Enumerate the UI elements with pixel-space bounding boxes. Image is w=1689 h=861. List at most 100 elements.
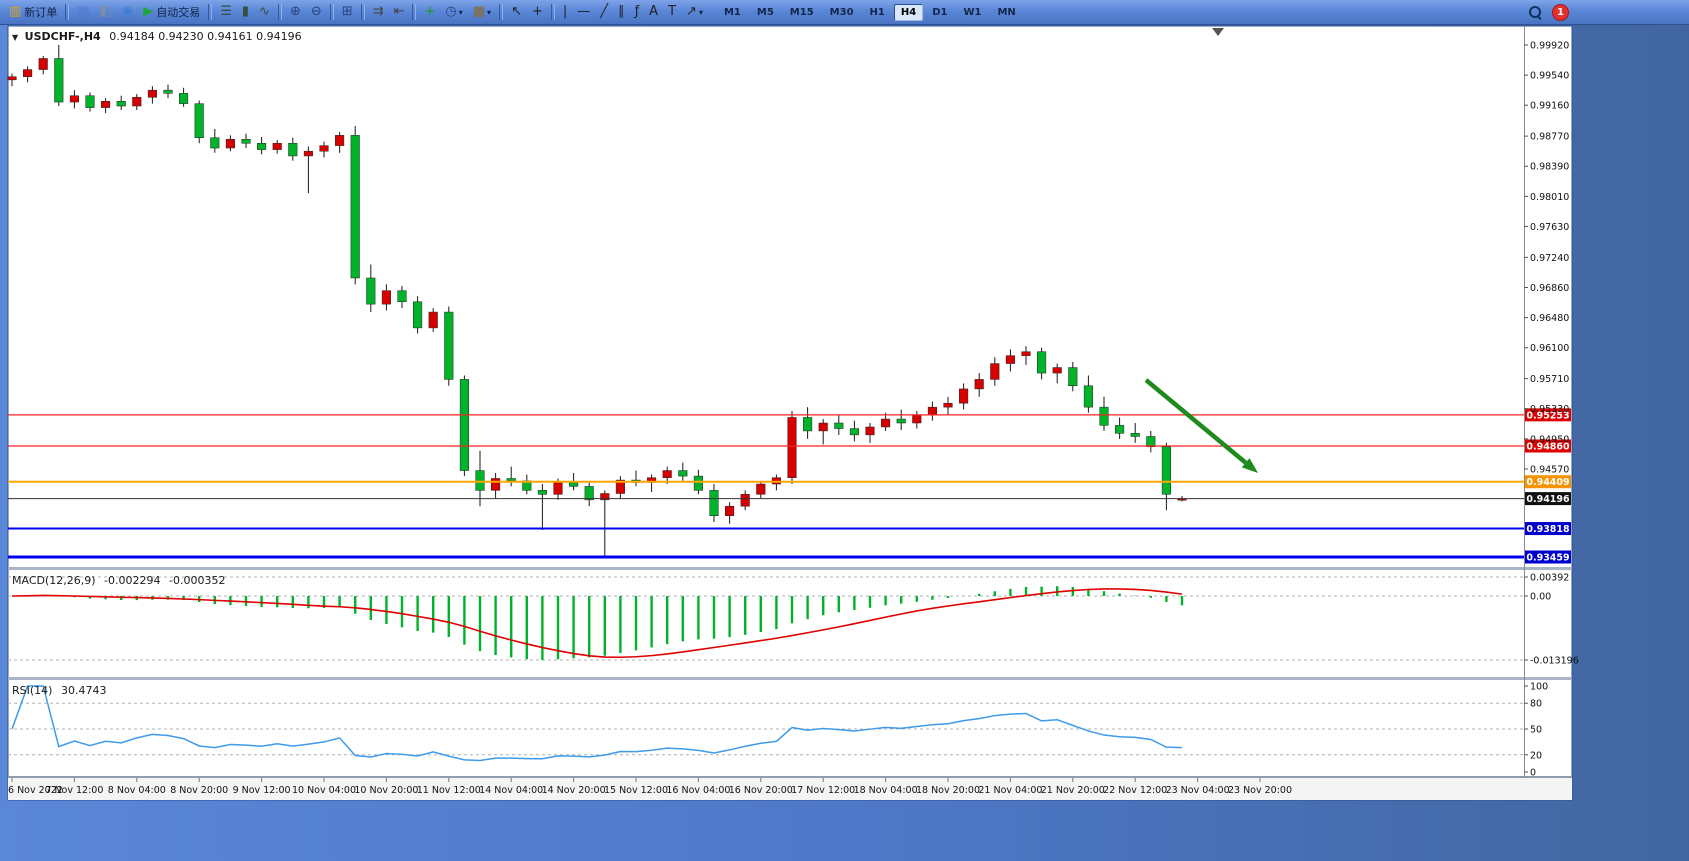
timeframe-h1[interactable]: H1 xyxy=(869,6,885,18)
timeframe-m15[interactable]: M15 xyxy=(789,6,814,18)
chart-menu-icon[interactable]: ▼ xyxy=(12,33,19,42)
timeframe-m1[interactable]: M1 xyxy=(723,6,741,18)
market-watch-button[interactable]: ▤ xyxy=(73,1,93,23)
panel-splitter[interactable] xyxy=(8,677,1572,680)
candle xyxy=(38,58,48,70)
time-axis-label: 9 Nov 12:00 xyxy=(233,785,291,796)
time-axis-label: 21 Nov 20:00 xyxy=(1041,785,1105,796)
zoom-in-icon: ⊕ xyxy=(289,4,301,19)
price-scale-label: 0.96480 xyxy=(1530,313,1569,324)
data-window-button[interactable]: ◧ xyxy=(96,1,116,23)
candle xyxy=(397,290,407,303)
text-button[interactable]: A xyxy=(645,1,662,23)
toolbar-right: 1 xyxy=(1529,3,1569,21)
auto-scroll-button[interactable]: ⇉ xyxy=(369,1,388,23)
timeframe-m30[interactable]: M30 xyxy=(829,6,854,18)
candle xyxy=(147,89,157,98)
time-axis-label: 18 Nov 04:00 xyxy=(854,785,918,796)
candle xyxy=(1099,406,1109,426)
bar-chart-button[interactable]: ☰ xyxy=(216,1,236,23)
time-axis-label: 7 Nov 12:00 xyxy=(45,785,103,796)
candle xyxy=(849,428,859,436)
timeframe-m5[interactable]: M5 xyxy=(756,6,774,18)
candle xyxy=(179,93,189,104)
indicators-button[interactable]: + xyxy=(420,1,439,23)
candle xyxy=(1115,425,1125,434)
price-scale-label: 0.96100 xyxy=(1530,343,1569,354)
crosshair-button[interactable]: + xyxy=(528,1,547,23)
chart-shift-button[interactable]: ⇤ xyxy=(390,1,409,23)
candle xyxy=(927,406,937,416)
price-scale-label: 0.95330 xyxy=(1530,404,1569,415)
templates-button[interactable]: ▦ ▾ xyxy=(469,1,495,23)
candle xyxy=(101,101,111,108)
autotrading-button[interactable]: ▶ 自动交易 xyxy=(139,1,204,23)
candle xyxy=(444,311,454,380)
time-axis-label: 8 Nov 04:00 xyxy=(108,785,166,796)
candle xyxy=(693,475,703,491)
candle xyxy=(475,470,485,491)
timeframe-h4[interactable]: H4 xyxy=(893,3,924,21)
dropdown-caret-icon[interactable]: ▾ xyxy=(698,7,703,17)
candle xyxy=(818,422,828,432)
indicators-icon: + xyxy=(424,4,436,19)
candle xyxy=(116,101,126,107)
new-order-icon: ▥ xyxy=(9,4,22,19)
crosshair-icon: + xyxy=(531,4,543,19)
price-scale-label: 0.97240 xyxy=(1530,253,1569,264)
time-axis-label: 21 Nov 04:00 xyxy=(978,785,1042,796)
line-chart-button[interactable]: ∿ xyxy=(255,1,274,23)
candle xyxy=(959,388,969,404)
dropdown-caret-icon[interactable]: ▾ xyxy=(458,7,463,17)
new-order-button[interactable]: ▥ 新订单 xyxy=(5,1,61,23)
equidistant-channel-button[interactable]: ∥ xyxy=(614,1,629,23)
toolbar-separator xyxy=(550,4,555,20)
navigator-button[interactable]: ◉ xyxy=(118,1,137,23)
arrows-button[interactable]: ↗ ▾ xyxy=(682,1,707,23)
rsi-scale-label: 0 xyxy=(1530,768,1536,779)
tile-windows-button[interactable]: ⊞ xyxy=(338,1,357,23)
time-axis-label: 17 Nov 12:00 xyxy=(791,785,855,796)
candlesticks xyxy=(7,45,1187,557)
fibonacci-button[interactable]: ƒ xyxy=(631,1,644,23)
panel-splitter[interactable] xyxy=(8,776,1572,778)
dropdown-caret-icon[interactable]: ▾ xyxy=(487,7,492,17)
price-scale[interactable]: 0.99920 0.99540 0.99160 0.98770 0.98390 0.980… xyxy=(1524,41,1569,476)
cursor-button[interactable]: ↖ xyxy=(507,1,526,23)
candle xyxy=(569,482,579,487)
periods-button[interactable]: ◷ ▾ xyxy=(441,1,466,23)
zoom-out-button[interactable]: ⊖ xyxy=(307,1,326,23)
autotrading-icon: ▶ xyxy=(143,4,154,19)
price-badge xyxy=(1525,492,1571,506)
panel-splitter[interactable] xyxy=(8,567,1572,570)
notification-badge[interactable]: 1 xyxy=(1552,3,1569,21)
trendline-button[interactable]: ╱ xyxy=(596,1,612,23)
periods-icon: ◷ xyxy=(445,4,457,19)
time-axis-strip[interactable] xyxy=(8,778,1572,800)
rsi-panel-graphics: 100 80 50 20 0 xyxy=(8,682,1548,779)
candle xyxy=(459,379,469,471)
candlestick-chart-button[interactable]: ▮ xyxy=(238,1,253,23)
text-label-button[interactable]: T xyxy=(664,1,680,23)
toolbar: ▥ 新订单 ▤ ◧ ◉ ▶ 自动交易 ☰ ▮ ∿ ⊕ ⊖ ⊞ ⇉ ⇤ + ◷ ▾ ▦ ▾ ↖ + | — ╱ ∥ ƒ A T ↗ ▾ M1 M… xyxy=(0,0,1689,25)
price-badge-label: 0.94860 xyxy=(1526,441,1570,452)
horizontal-line-button[interactable]: — xyxy=(573,1,594,23)
chart-shift-marker-icon[interactable] xyxy=(1212,28,1224,36)
candle xyxy=(69,95,79,103)
text-icon: A xyxy=(649,4,659,19)
time-axis-label: 14 Nov 20:00 xyxy=(542,785,606,796)
timeframe-w1[interactable]: W1 xyxy=(963,6,982,18)
trend-arrow[interactable] xyxy=(1144,378,1248,465)
price-scale-label: 0.99920 xyxy=(1530,41,1569,52)
zoom-out-icon: ⊖ xyxy=(310,4,322,19)
trendline-icon: ╱ xyxy=(600,4,609,19)
vertical-line-button[interactable]: | xyxy=(559,1,571,23)
macd-main-value: -0.002294 xyxy=(104,574,161,587)
time-axis-label: 23 Nov 04:00 xyxy=(1166,785,1230,796)
search-icon[interactable] xyxy=(1529,5,1542,20)
timeframe-mn[interactable]: MN xyxy=(997,6,1016,18)
timeframe-d1[interactable]: D1 xyxy=(932,6,948,18)
candle xyxy=(990,363,1000,380)
zoom-in-button[interactable]: ⊕ xyxy=(286,1,305,23)
